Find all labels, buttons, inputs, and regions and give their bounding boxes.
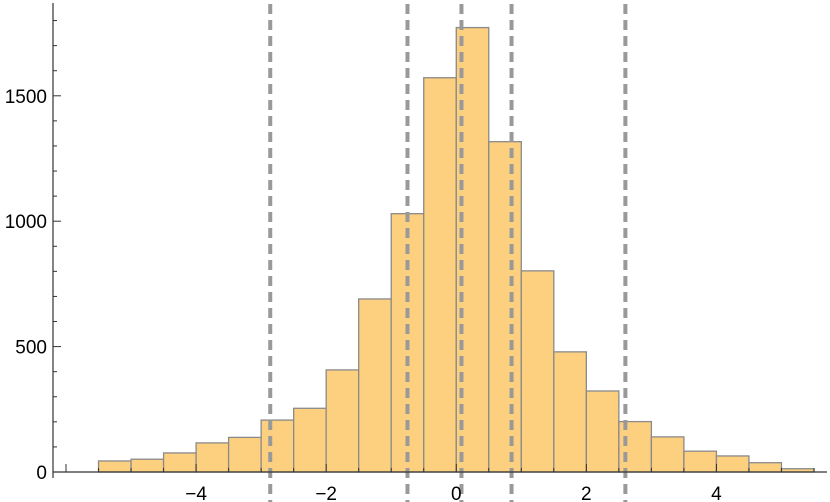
histogram-bar [227, 436, 262, 473]
histogram-bar [650, 436, 685, 473]
x-tick-label: 4 [711, 484, 722, 502]
histogram-bar [585, 390, 620, 473]
histogram-bar [130, 458, 165, 473]
histogram-bar [260, 419, 295, 473]
histogram-bar [293, 407, 327, 473]
x-tick-label: −4 [185, 484, 207, 502]
histogram-bar [553, 351, 587, 473]
histogram-bar [423, 77, 457, 473]
histogram-bar [683, 450, 718, 473]
histogram-bar [748, 462, 783, 473]
histogram-bar [97, 460, 132, 473]
histogram-bar [162, 452, 197, 473]
histogram-bar [358, 298, 392, 473]
axes-group [52, 3, 827, 478]
histogram-bar [715, 455, 750, 473]
histogram-bar [520, 270, 555, 473]
y-tick-label: 1500 [5, 87, 47, 108]
x-tick-label: −2 [315, 484, 337, 502]
histogram-bar [488, 141, 522, 473]
reference-lines-group [268, 4, 628, 502]
histogram-bar [325, 369, 360, 473]
x-tick-label: 0 [451, 484, 462, 502]
bars-group [97, 26, 815, 473]
y-tick-label: 500 [15, 338, 47, 359]
y-tick-label: 1000 [5, 212, 47, 233]
tick-labels-group: −4 −2 0 2 4 0 500 1000 1500 [5, 87, 722, 502]
y-tick-label: 0 [36, 463, 47, 484]
x-tick-label: 2 [581, 484, 592, 502]
histogram-bar [195, 442, 230, 473]
